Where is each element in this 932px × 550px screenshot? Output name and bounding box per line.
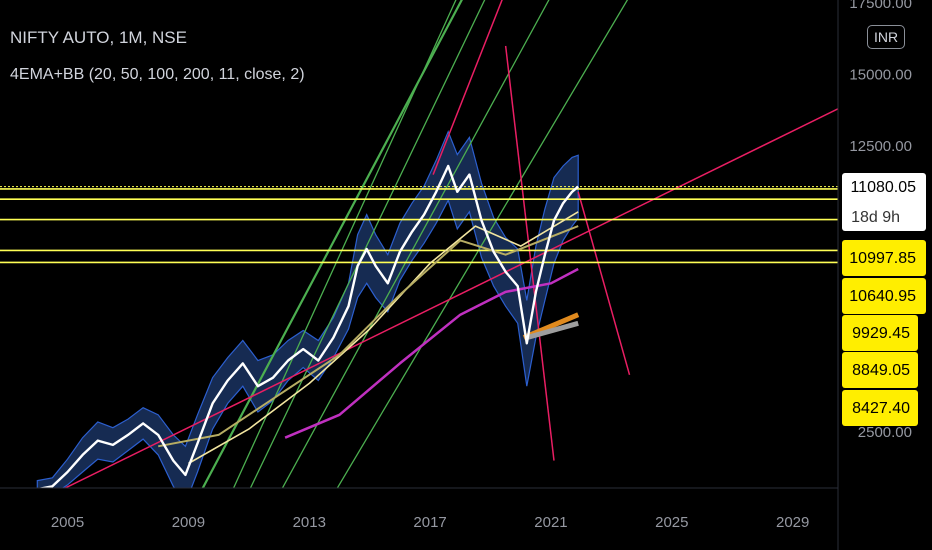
x-tick-label: 2021 xyxy=(534,514,567,531)
x-tick-label: 2029 xyxy=(776,514,809,531)
last-price-tag xyxy=(842,173,926,231)
y-tick-label: 17500.00 xyxy=(849,0,912,12)
currency-button[interactable]: INR xyxy=(867,25,905,49)
price-axis[interactable]: 2500.00 12500.00 15000.00 17500.00 xyxy=(849,0,912,441)
trend-line-green xyxy=(249,0,486,488)
bar-countdown: 18d 9h xyxy=(851,209,900,226)
level-price-value: 9929.45 xyxy=(852,325,910,342)
time-axis[interactable]: 2005 2009 2013 2017 2021 2025 2029 xyxy=(51,514,810,531)
y-tick-label: 12500.00 xyxy=(849,138,912,155)
level-price-value: 10997.85 xyxy=(849,250,916,267)
x-tick-label: 2013 xyxy=(293,514,326,531)
last-price-value: 11080.05 xyxy=(850,179,916,196)
ema-line-3 xyxy=(284,267,579,439)
chart-title: NIFTY AUTO, 1M, NSE xyxy=(10,28,187,47)
trend-line-green xyxy=(201,0,463,488)
x-tick-label: 2009 xyxy=(172,514,205,531)
price-tags: 11080.05 18d 9h 10997.85 10640.95 9929.45 884… xyxy=(842,173,926,426)
indicator-legend[interactable]: 4EMA+BB (20, 50, 100, 200, 11, close, 2) xyxy=(10,66,305,83)
price-line xyxy=(37,164,579,488)
level-price-tag xyxy=(842,240,926,276)
trend-line-green xyxy=(232,0,457,488)
level-price-value: 10640.95 xyxy=(849,288,916,305)
level-price-tag xyxy=(842,352,918,388)
trend-line-pink xyxy=(63,108,838,488)
ema-line-2 xyxy=(158,225,579,448)
trend-line-pink xyxy=(504,45,555,461)
level-price-value: 8427.40 xyxy=(852,400,910,417)
x-tick-label: 2005 xyxy=(51,514,84,531)
y-tick-label: 2500.00 xyxy=(858,424,912,441)
x-tick-label: 2017 xyxy=(413,514,446,531)
x-tick-label: 2025 xyxy=(655,514,688,531)
level-price-tag xyxy=(842,390,918,426)
ema-line-gray xyxy=(526,320,579,341)
ema-line-1 xyxy=(188,211,579,465)
bollinger-band xyxy=(36,130,579,488)
trend-line-green xyxy=(336,0,629,488)
trend-line-pink xyxy=(577,191,631,376)
y-tick-label: 15000.00 xyxy=(849,67,912,84)
level-price-value: 8849.05 xyxy=(852,362,910,379)
level-price-tag xyxy=(842,315,918,351)
level-price-tag xyxy=(842,278,926,314)
trend-line-pink xyxy=(432,0,503,175)
trend-line-green xyxy=(281,0,550,488)
